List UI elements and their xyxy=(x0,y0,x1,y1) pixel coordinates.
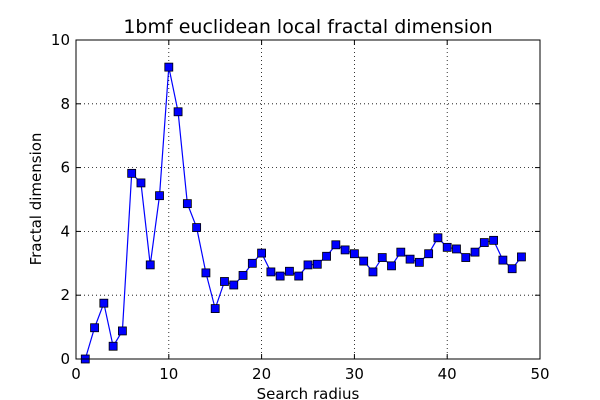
data-point-marker xyxy=(396,247,406,257)
data-point-marker xyxy=(229,280,239,290)
data-point-marker xyxy=(173,107,183,117)
data-point-marker xyxy=(99,298,109,308)
x-tick-label: 20 xyxy=(252,365,271,383)
data-point-marker xyxy=(359,256,369,266)
data-point-marker xyxy=(118,326,127,336)
series-layer xyxy=(80,62,526,364)
data-point-marker xyxy=(507,264,517,274)
data-point-marker xyxy=(182,199,192,209)
plot-frame xyxy=(75,39,541,360)
data-point-marker xyxy=(155,191,164,201)
x-tick-label: 0 xyxy=(71,365,81,383)
data-point-marker xyxy=(285,266,294,276)
x-tick-label: 10 xyxy=(159,365,178,383)
y-tick-label: 0 xyxy=(60,350,70,368)
data-point-marker xyxy=(368,267,378,277)
data-point-marker xyxy=(387,261,396,271)
data-point-marker xyxy=(238,271,248,280)
data-point-marker xyxy=(452,244,461,254)
data-point-marker xyxy=(108,341,118,351)
data-point-marker xyxy=(424,249,434,259)
data-point-marker xyxy=(201,268,211,278)
data-point-marker xyxy=(145,260,155,270)
data-point-marker xyxy=(247,258,257,268)
x-tick-label: 40 xyxy=(438,365,457,383)
data-point-marker xyxy=(312,259,322,269)
data-point-marker xyxy=(294,271,304,281)
data-point-marker xyxy=(322,251,331,261)
data-point-marker xyxy=(340,245,350,255)
data-point-marker xyxy=(90,323,99,333)
y-tick-label: 4 xyxy=(60,222,70,240)
grid xyxy=(76,40,540,359)
data-point-marker xyxy=(331,240,341,250)
x-axis-label: Search radius xyxy=(257,385,360,400)
data-point-marker xyxy=(498,255,508,265)
data-point-marker xyxy=(164,62,174,72)
data-point-marker xyxy=(433,233,443,243)
y-tick-label: 10 xyxy=(51,31,70,49)
data-point-marker xyxy=(275,271,285,281)
data-point-marker xyxy=(461,253,471,262)
y-tick-label: 6 xyxy=(60,159,70,177)
data-point-marker xyxy=(442,242,452,252)
data-point-marker xyxy=(192,223,202,232)
data-point-marker xyxy=(303,260,313,270)
chart-title: 1bmf euclidean local fractal dimension xyxy=(123,16,492,38)
ticks: 0 10 20 30 40 50 0 2 4 6 8 10 xyxy=(51,31,550,383)
data-point-marker xyxy=(470,247,480,257)
y-tick-label: 2 xyxy=(60,286,70,304)
data-point-marker xyxy=(349,249,359,259)
data-point-marker xyxy=(266,267,276,277)
y-axis-label: Fractal dimension xyxy=(27,133,45,266)
data-point-marker xyxy=(257,248,267,258)
data-point-marker xyxy=(136,178,146,188)
data-point-marker xyxy=(220,277,229,286)
data-point-marker xyxy=(377,253,387,262)
data-point-marker xyxy=(489,235,499,245)
y-tick-label: 8 xyxy=(60,95,70,113)
data-point-marker xyxy=(210,304,220,313)
data-point-marker xyxy=(479,238,489,247)
data-point-marker xyxy=(517,252,526,262)
data-point-marker xyxy=(127,168,137,178)
x-tick-label: 50 xyxy=(530,365,549,383)
x-tick-label: 30 xyxy=(345,365,364,383)
data-point-marker xyxy=(414,257,424,267)
data-point-marker xyxy=(405,254,415,264)
